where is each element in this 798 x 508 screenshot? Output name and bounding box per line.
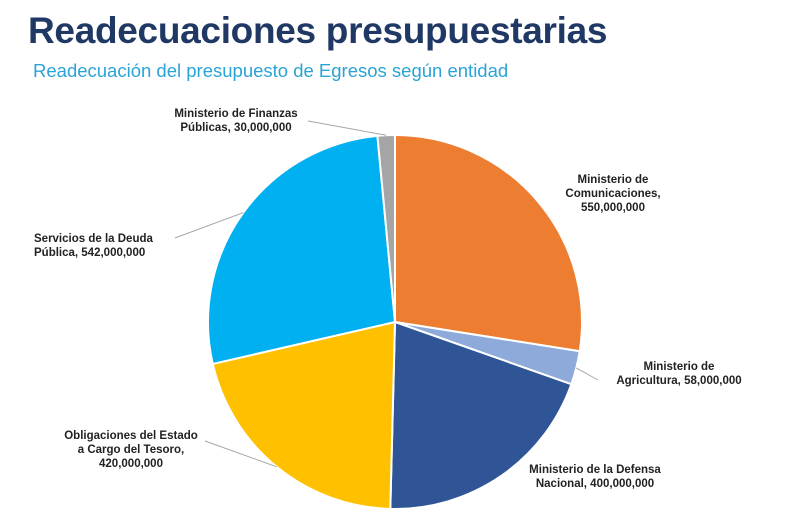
leader-line <box>204 440 277 468</box>
label-comunicaciones: Ministerio de Comunicaciones, 550,000,00… <box>565 174 661 214</box>
leader-line <box>576 367 599 381</box>
chart-subtitle: Readecuación del presupuesto de Egresos … <box>33 60 509 81</box>
label-defensa: Ministerio de la Defensa Nacional, 400,0… <box>529 464 661 490</box>
label-obligaciones: Obligaciones del Estado a Cargo del Teso… <box>64 430 198 470</box>
label-finanzas: Ministerio de Finanzas Públicas, 30,000,… <box>174 108 298 134</box>
slice-obligaciones <box>211 320 397 508</box>
leader-line <box>307 120 387 136</box>
leader-line <box>174 212 244 239</box>
label-deuda: Servicios de la Deuda Pública, 542,000,0… <box>34 233 153 259</box>
slice-comunicaciones <box>394 133 583 353</box>
page-title: Readecuaciones presupuestarias <box>28 10 608 51</box>
label-agricultura: Ministerio de Agricultura, 58,000,000 <box>616 361 742 387</box>
slice-finanzas <box>376 133 396 323</box>
